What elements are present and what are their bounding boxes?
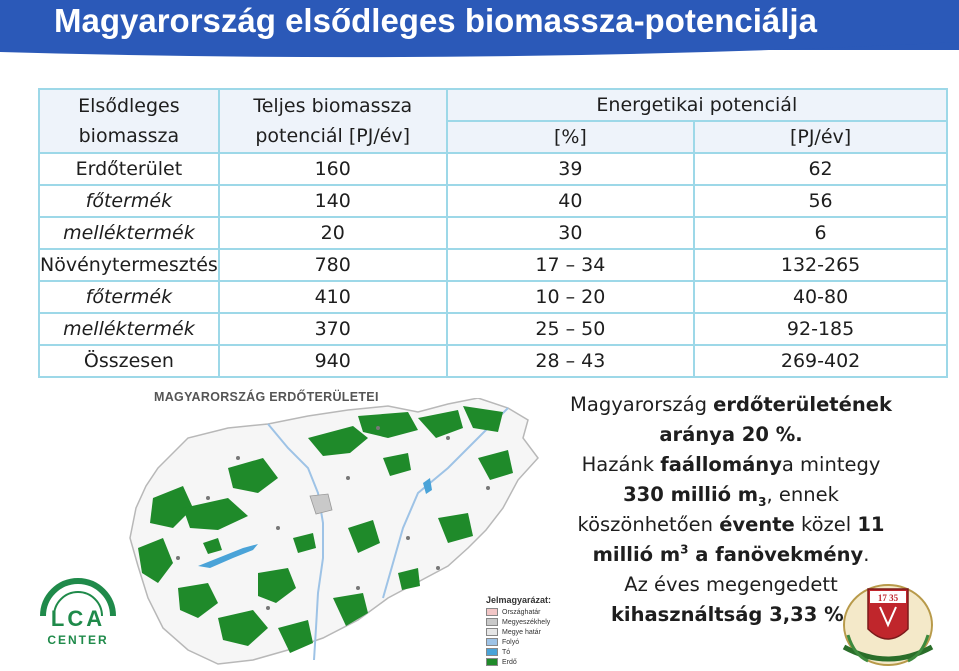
page-title: Magyarország elsődleges biomassza-potenc…: [54, 2, 817, 39]
lca-center-logo: LCA CENTER: [40, 578, 116, 647]
row-pj: 6: [693, 216, 948, 250]
row-label: Összesen: [38, 344, 220, 378]
lake-tisza: [423, 478, 432, 494]
row-label: melléktermék: [38, 216, 220, 250]
table-row: főtermék 140 40 56: [38, 184, 948, 218]
map-title: MAGYARORSZÁG ERDŐTERÜLETEI: [154, 390, 379, 404]
legend-item: Megye határ: [486, 627, 566, 637]
legend-item: Erdő: [486, 657, 566, 667]
row-pct: 39: [445, 152, 696, 186]
table-subheader-row: [%] [PJ/év]: [39, 120, 948, 154]
forest-info-text: Magyarország erdőterületének aránya 20 %…: [566, 390, 896, 630]
table-row: melléktermék 20 30 6: [38, 216, 948, 250]
row-pj: 62: [693, 152, 948, 186]
row-label: melléktermék: [38, 312, 220, 346]
row-pj: 56: [693, 184, 948, 218]
legend-item: Megyeszékhely: [486, 617, 566, 627]
row-pj: 132-265: [693, 248, 948, 282]
info-line: aránya 20 %.: [659, 423, 803, 446]
info-line: millió m3 a fanövekmény.: [592, 542, 870, 566]
row-label: Erdőterület: [38, 152, 220, 186]
legend-item: Tó: [486, 647, 566, 657]
table-header-row: Elsődleges biomassza Teljes biomassza po…: [38, 88, 949, 154]
legend-swatch: [486, 648, 498, 656]
row-pj: 92-185: [693, 312, 948, 346]
header-pct-unit: [%]: [445, 120, 696, 154]
legend-swatch: [486, 658, 498, 666]
table-row: főtermék 410 10 – 20 40-80: [38, 280, 948, 314]
forest-patches: [138, 406, 513, 653]
row-total: 160: [217, 152, 448, 186]
svg-text:17 35: 17 35: [878, 593, 899, 603]
danube-river: [267, 423, 324, 661]
map-legend: Jelmagyarázat: Országhatár Megyeszékhely…: [486, 595, 566, 667]
row-pct: 25 – 50: [445, 312, 696, 346]
row-total: 940: [217, 344, 448, 378]
biomass-table: Elsődleges biomassza Teljes biomassza po…: [38, 88, 949, 378]
info-line: Az éves megengedett: [624, 573, 838, 596]
title-bar: Magyarország elsődleges biomassza-potenc…: [0, 0, 959, 58]
header-pj-unit: [PJ/év]: [693, 120, 948, 154]
info-line: köszönhetően évente közel 11: [577, 513, 885, 536]
row-label: Növénytermesztés: [38, 248, 220, 282]
budapest: [309, 493, 333, 515]
row-total: 410: [217, 280, 448, 314]
row-pct: 40: [445, 184, 696, 218]
table-row: melléktermék 370 25 – 50 92-185: [38, 312, 948, 346]
university-crest: 17 35: [842, 584, 934, 666]
country-outline: [129, 398, 539, 665]
row-pct: 17 – 34: [445, 248, 696, 282]
row-total: 780: [217, 248, 448, 282]
row-label: főtermék: [38, 184, 220, 218]
legend-item: Országhatár: [486, 607, 566, 617]
svg-text:CENTER: CENTER: [47, 633, 108, 647]
info-line: kihasználtság 3,33 %.: [610, 603, 852, 626]
row-label: főtermék: [38, 280, 220, 314]
hungary-forest-map: [129, 398, 539, 665]
info-line: Magyarország erdőterületének: [570, 393, 892, 416]
row-pct: 30: [445, 216, 696, 250]
svg-text:LCA: LCA: [51, 606, 105, 631]
legend-swatch: [486, 608, 498, 616]
tisza-river: [382, 407, 509, 599]
header-total-potential: Teljes biomassza potenciál [PJ/év]: [217, 88, 448, 154]
legend-swatch: [486, 638, 498, 646]
legend-item: Folyó: [486, 637, 566, 647]
row-pj: 269-402: [693, 344, 948, 378]
row-pct: 28 – 43: [445, 344, 696, 378]
info-line: Hazánk faállománya mintegy: [581, 453, 881, 476]
row-pj: 40-80: [693, 280, 948, 314]
legend-title: Jelmagyarázat:: [486, 595, 552, 605]
legend-swatch: [486, 628, 498, 636]
legend-swatch: [486, 618, 498, 626]
row-total: 20: [217, 216, 448, 250]
row-total: 140: [217, 184, 448, 218]
title-curve: [0, 36, 959, 58]
info-line: 330 millió m3, ennek: [623, 483, 839, 509]
header-primary-biomass: Elsődleges biomassza: [38, 88, 220, 154]
county-seats: [176, 426, 490, 610]
header-energy-potential: Energetikai potenciál: [445, 88, 949, 122]
table-row: Összesen 940 28 – 43 269-402: [38, 344, 948, 378]
table-row: Erdőterület 160 39 62: [38, 152, 948, 186]
lake-balaton: [198, 544, 258, 568]
table-row: Növénytermesztés 780 17 – 34 132-265: [38, 248, 948, 282]
row-pct: 10 – 20: [445, 280, 696, 314]
row-total: 370: [217, 312, 448, 346]
